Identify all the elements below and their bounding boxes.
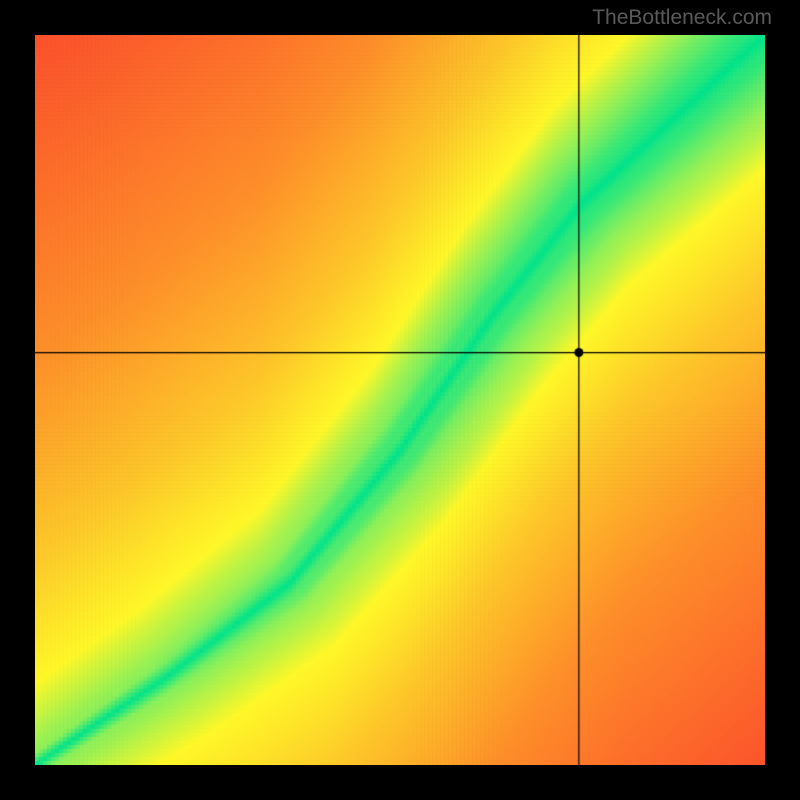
plot-area <box>35 35 765 765</box>
heatmap-canvas <box>35 35 765 765</box>
chart-container: TheBottleneck.com <box>0 0 800 800</box>
attribution-text: TheBottleneck.com <box>592 6 772 30</box>
